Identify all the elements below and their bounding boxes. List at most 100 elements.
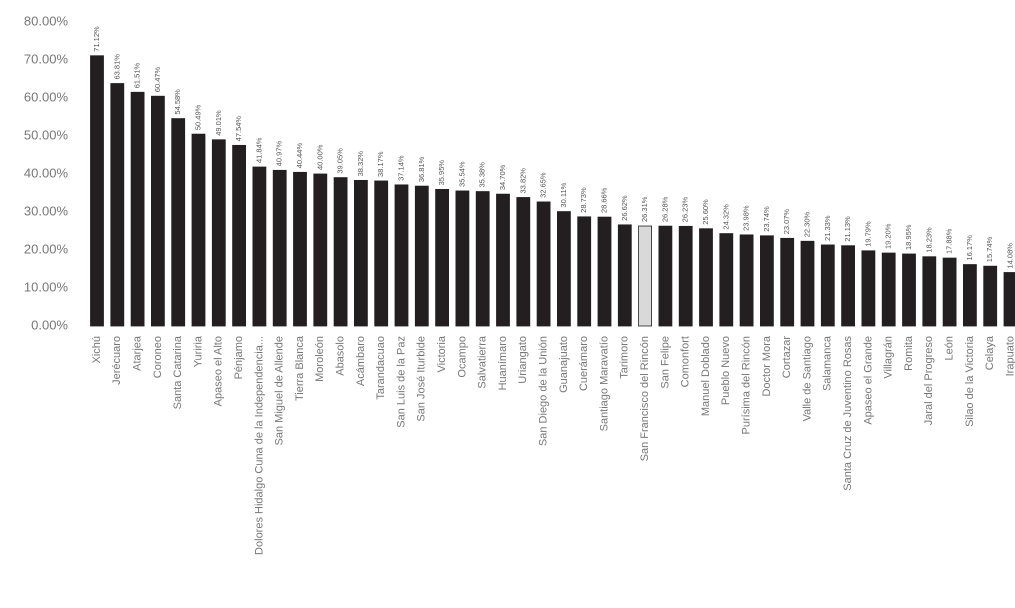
bar [780, 237, 795, 327]
y-tick-label: 30.00% [24, 203, 69, 218]
x-tick-label: Guanajuato [558, 336, 570, 393]
bar [658, 225, 673, 327]
bar [861, 250, 876, 327]
bar [760, 235, 774, 327]
x-tick-label: Santa Catarina [172, 335, 184, 409]
bar [394, 184, 409, 327]
bar [942, 257, 957, 327]
value-label: 63.81% [112, 54, 121, 80]
value-label: 39.05% [336, 148, 345, 174]
bar [536, 201, 551, 327]
x-tick-label: Uriangato [517, 336, 529, 384]
bar [130, 91, 145, 327]
bar [719, 233, 734, 327]
bar [455, 190, 470, 327]
x-tick-label: Silao de la Victoria [964, 335, 976, 427]
x-tick-label: Tarimoro [619, 336, 631, 379]
bar [963, 264, 977, 327]
bar [516, 197, 531, 327]
x-tick-label: Xichú [91, 336, 103, 364]
x-tick-label: Pueblo Nuevo [720, 336, 732, 405]
y-tick-label: 80.00% [24, 13, 69, 28]
value-label: 26.31% [640, 196, 649, 222]
value-label: 22.30% [802, 211, 811, 237]
bar [90, 55, 104, 327]
value-label: 23.07% [782, 209, 791, 235]
value-label: 26.62% [620, 195, 629, 221]
y-tick-label: 20.00% [24, 241, 69, 256]
value-label: 21.33% [823, 215, 832, 241]
value-label: 18.95% [904, 224, 913, 250]
x-tick-label: Atarjea [132, 335, 144, 371]
value-label: 40.44% [295, 143, 304, 169]
value-label: 40.00% [315, 144, 324, 170]
value-label: 61.51% [133, 62, 142, 88]
x-tick-label: Valle de Santiago [801, 336, 813, 421]
y-tick-label: 0.00% [31, 317, 68, 332]
value-label: 47.54% [234, 116, 243, 142]
value-label: 33.82% [518, 168, 527, 194]
x-tick-label: Ocampo [456, 336, 468, 378]
x-tick-label: San José Iturbide [416, 336, 428, 422]
x-tick-label: Acámbaro [355, 336, 367, 386]
x-tick-label: Santiago Maravatío [598, 336, 610, 431]
x-tick-label: Pénjamo [233, 336, 245, 379]
x-tick-label: Abasolo [335, 336, 347, 376]
value-label: 38.32% [356, 151, 365, 177]
x-tick-label: Salvatierra [477, 335, 489, 388]
value-label: 18.23% [924, 227, 933, 253]
bar [171, 118, 186, 327]
bar [922, 256, 937, 327]
bar [597, 216, 612, 327]
x-tick-label: Yuriria [192, 335, 204, 367]
x-tick-label: Cortazar [781, 336, 793, 379]
bar [435, 188, 450, 327]
y-tick-label: 40.00% [24, 165, 69, 180]
value-label: 36.81% [417, 156, 426, 182]
x-tick-label: San Miguel de Allende [274, 336, 286, 445]
x-tick-label: Irapuato [1004, 336, 1015, 376]
x-tick-label: Cuerámaro [578, 336, 590, 391]
x-tick-label: Comonfort [680, 336, 692, 387]
value-label: 28.73% [579, 187, 588, 213]
bar [983, 265, 998, 327]
x-tick-label: San Francisco del Rincón [639, 336, 651, 461]
bar [841, 245, 855, 327]
bar [902, 253, 916, 327]
x-tick-label: Apaseo el Alto [213, 336, 225, 406]
x-tick-label: Villagrán [883, 336, 895, 379]
value-label: 71.12% [92, 26, 101, 52]
value-label: 38.17% [376, 151, 385, 177]
value-label: 30.11% [559, 182, 568, 207]
value-label: 34.70% [498, 164, 507, 190]
bar [496, 193, 510, 327]
bar [475, 191, 490, 327]
bar [638, 225, 652, 327]
value-label: 15.74% [985, 236, 994, 262]
value-label: 35.54% [457, 161, 466, 187]
value-label: 49.01% [214, 110, 223, 136]
x-tick-label: San Diego de la Unión [538, 336, 550, 446]
x-tick-label: Coroneo [152, 336, 164, 378]
x-tick-label: Celaya [984, 335, 996, 370]
x-tick-label: Santa Cruz de Juventino Rosas [842, 336, 854, 491]
value-label: 35.38% [478, 162, 487, 188]
x-tick-label: Dolores Hidalgo Cuna de la Independencia… [253, 336, 265, 555]
bar [414, 185, 429, 327]
value-label: 17.88% [945, 228, 954, 254]
value-label: 26.23% [681, 197, 690, 223]
bar [232, 144, 247, 327]
value-label: 32.65% [539, 172, 548, 198]
bar [1003, 272, 1015, 327]
bar [293, 171, 307, 327]
y-tick-label: 70.00% [24, 51, 69, 66]
x-tick-label: Romita [903, 335, 915, 371]
value-label: 21.13% [843, 216, 852, 242]
value-label: 23.98% [742, 205, 751, 231]
value-label: 24.32% [721, 204, 730, 230]
value-label: 50.49% [193, 104, 202, 130]
value-label: 28.66% [599, 187, 608, 213]
bar [150, 95, 165, 327]
x-tick-label: Tarandacuao [375, 336, 387, 400]
value-label: 19.79% [863, 221, 872, 247]
